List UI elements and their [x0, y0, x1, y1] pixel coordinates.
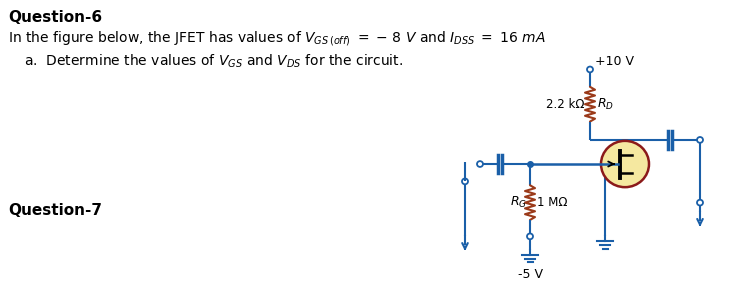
Text: +10 V: +10 V — [595, 54, 634, 67]
Text: -5 V: -5 V — [518, 268, 542, 281]
Text: a.  Determine the values of $V_{GS}$ and $V_{DS}$ for the circuit.: a. Determine the values of $V_{GS}$ and … — [24, 52, 404, 69]
Text: 2.2 kΩ: 2.2 kΩ — [547, 98, 585, 111]
Circle shape — [601, 141, 649, 187]
Text: Question-6: Question-6 — [8, 10, 102, 25]
Text: $\mathit{R}_G$: $\mathit{R}_G$ — [510, 195, 527, 210]
Text: $\mathit{R}_D$: $\mathit{R}_D$ — [597, 97, 614, 112]
Text: 1 MΩ: 1 MΩ — [537, 196, 568, 209]
Text: Question-7: Question-7 — [8, 202, 102, 218]
Text: In the figure below, the JFET has values of $V_{GS\,(off)}$ $=$ $-$ 8 $V$ and $I: In the figure below, the JFET has values… — [8, 29, 546, 48]
